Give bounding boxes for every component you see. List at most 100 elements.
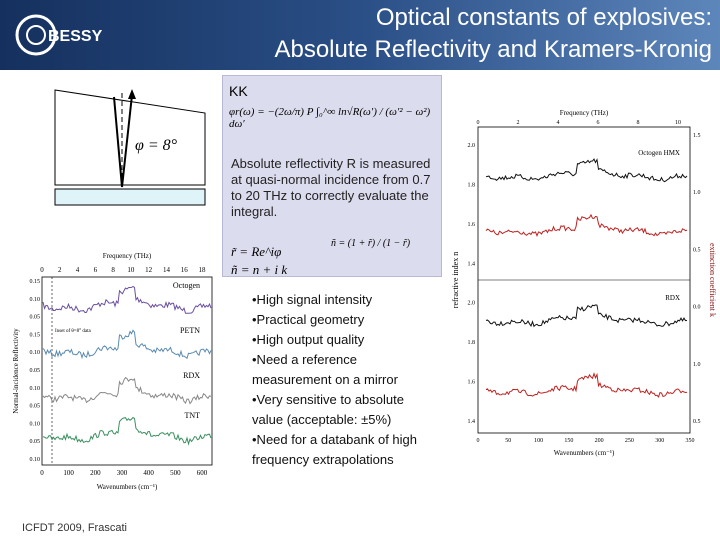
- tick-label: 8: [111, 266, 115, 274]
- tick-label: 100: [63, 469, 74, 477]
- tick-label: 16: [181, 266, 189, 274]
- tick-label: 0: [477, 438, 480, 444]
- tick-label: 2: [517, 120, 520, 126]
- equation: r̃ = Re^iφ: [231, 244, 282, 259]
- series-label: RDX: [183, 371, 200, 380]
- tick-label: 0.0: [693, 305, 701, 311]
- curve: [42, 285, 212, 314]
- axis-label: Normal-incidence Reflectivity: [12, 328, 20, 414]
- tick-label: 250: [625, 438, 634, 444]
- series-label: PETN: [180, 326, 200, 335]
- bullet: •Need for a databank of high frequency e…: [252, 432, 418, 467]
- tick-label: 600: [197, 469, 208, 477]
- series-label: Octogen HMX: [638, 149, 680, 157]
- tick-label: 0.5: [693, 247, 701, 253]
- curve: [42, 329, 212, 360]
- series-label: Octogen: [173, 281, 200, 290]
- axis-label: Wavenumbers (cm⁻¹): [97, 483, 158, 491]
- series-label: RDX: [665, 294, 680, 302]
- bullet: •High signal intensity: [252, 292, 373, 307]
- axis-label: extinction coefficient k: [708, 243, 717, 317]
- geometry-diagram: φ = 8°: [54, 89, 206, 206]
- angle-label: φ = 8°: [135, 137, 178, 154]
- tick-label: 200: [90, 469, 101, 477]
- tick-label: 300: [117, 469, 128, 477]
- curve: [485, 158, 688, 183]
- tick-label: 1.8: [468, 182, 476, 188]
- header-band: BESSY Optical constants of explosives: A…: [0, 0, 720, 70]
- axis-label: refractive index n: [451, 252, 460, 308]
- tick-label: 0.10: [30, 386, 41, 392]
- tick-label: 1.0: [693, 362, 701, 368]
- tick-label: 1.6: [468, 380, 476, 386]
- tick-label: 2.0: [468, 143, 476, 149]
- plot-frame: [41, 276, 213, 466]
- tick-label: 4: [557, 120, 560, 126]
- tick-label: 0: [477, 120, 480, 126]
- tick-label: 1.5: [693, 133, 701, 139]
- tick-label: 0.10: [30, 457, 41, 463]
- tick-label: 2: [58, 266, 62, 274]
- tick-label: 300: [655, 438, 664, 444]
- tick-label: 8: [637, 120, 640, 126]
- tick-label: 0.05: [30, 368, 41, 374]
- series-label: TNT: [184, 411, 200, 420]
- inset-label: Inset of θ=8° data: [55, 329, 91, 334]
- tick-label: 10: [675, 120, 681, 126]
- bullet: •High output quality: [252, 332, 365, 347]
- tick-label: 150: [564, 438, 573, 444]
- tick-label: 400: [143, 469, 154, 477]
- bullet: •Need a reference measurement on a mirro…: [252, 352, 398, 387]
- tick-label: 0.05: [30, 439, 41, 445]
- tick-label: 0.15: [30, 332, 41, 338]
- logo-text: BESSY: [48, 28, 103, 45]
- tick-label: 4: [76, 266, 80, 274]
- kk-formula: φr(ω) = −(2ω/π) P ∫₀^∞ ln√R(ω′) / (ω′² −…: [229, 106, 431, 130]
- tick-label: 0: [40, 266, 44, 274]
- tick-label: 0.15: [30, 279, 41, 285]
- tick-label: 18: [199, 266, 207, 274]
- right-plot: Frequency (THz)0 2 4 6 8 100 50 100 150 200 250 300…: [451, 109, 717, 457]
- tick-label: 200: [595, 438, 604, 444]
- tick-label: 0.05: [30, 315, 41, 321]
- tick-label: 1.8: [468, 340, 476, 346]
- curve: [42, 376, 212, 405]
- n-formula: ñ = (1 + r̃) / (1 − r̃): [331, 238, 411, 249]
- curve: [485, 372, 688, 398]
- logo: BESSY: [15, 14, 103, 56]
- tick-label: 2.0: [468, 301, 476, 307]
- curve: [485, 304, 688, 328]
- tick-label: 0.05: [30, 404, 41, 410]
- tick-label: 0.10: [30, 421, 41, 427]
- title-line: Optical constants of explosives:: [375, 4, 712, 31]
- bullet: •Very sensitive to absolute value (accep…: [252, 392, 404, 427]
- tick-label: 50: [505, 438, 511, 444]
- footer: ICFDT 2009, Frascati: [22, 522, 127, 534]
- tick-label: 14: [163, 266, 171, 274]
- tick-label: 12: [145, 266, 153, 274]
- tick-label: 1.4: [468, 419, 476, 425]
- tick-label: 10: [127, 266, 135, 274]
- kk-description: Absolute reflectivity R is measured at q…: [231, 156, 431, 219]
- axis-label: Wavenumbers (cm⁻¹): [554, 449, 615, 457]
- tick-label: 0.10: [30, 297, 41, 303]
- tick-label: 350: [686, 438, 695, 444]
- kk-label: KK: [229, 83, 248, 99]
- equation: ñ = n + i k: [231, 262, 288, 277]
- tick-label: 1.0: [693, 190, 701, 196]
- axis-label: Frequency (THz): [103, 252, 152, 260]
- tick-label: 0: [40, 469, 44, 477]
- curve: [42, 416, 212, 446]
- kk-box: KK φr(ω) = −(2ω/π) P ∫₀^∞ ln√R(ω′) / (ω′…: [222, 75, 442, 277]
- curve: [485, 213, 688, 238]
- bullet: •Practical geometry: [252, 312, 365, 327]
- tick-label: 6: [94, 266, 98, 274]
- tick-label: 1.4: [468, 261, 476, 267]
- tick-label: 0.5: [693, 419, 701, 425]
- tick-label: 500: [170, 469, 181, 477]
- tick-label: 6: [597, 120, 600, 126]
- tick-label: 1.6: [468, 222, 476, 228]
- left-plot: Frequency (THz) 0 2 4 6 8 10 12 14 16 18 0 100 200 300…: [12, 252, 213, 491]
- axis-label: Frequency (THz): [560, 109, 609, 117]
